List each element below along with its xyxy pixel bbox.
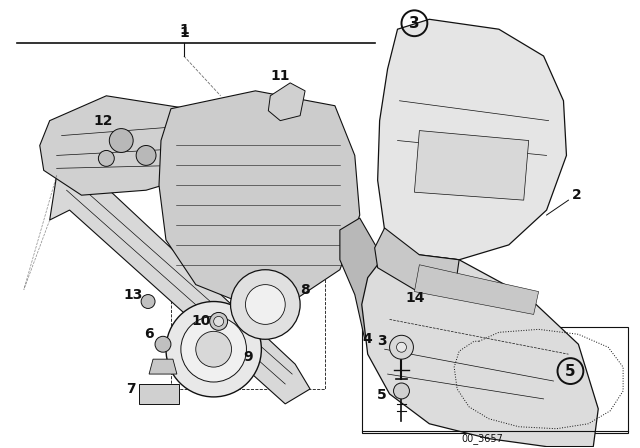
Circle shape	[397, 342, 406, 352]
Circle shape	[394, 383, 410, 399]
Circle shape	[210, 312, 228, 330]
Text: 1: 1	[179, 26, 189, 40]
Text: 8: 8	[300, 283, 310, 297]
Polygon shape	[268, 83, 305, 121]
Circle shape	[230, 270, 300, 339]
Text: 9: 9	[244, 350, 253, 364]
Polygon shape	[362, 255, 598, 447]
Circle shape	[214, 316, 223, 326]
Polygon shape	[40, 96, 216, 195]
Text: 3: 3	[377, 334, 387, 348]
Text: 6: 6	[144, 327, 154, 341]
Circle shape	[181, 316, 246, 382]
Polygon shape	[378, 19, 566, 260]
Text: 10: 10	[191, 314, 211, 328]
Polygon shape	[139, 384, 179, 404]
Polygon shape	[50, 162, 310, 404]
Text: 11: 11	[271, 69, 290, 83]
Circle shape	[166, 302, 261, 397]
Circle shape	[196, 332, 232, 367]
Text: 4: 4	[363, 332, 372, 346]
Text: 7: 7	[126, 382, 136, 396]
Bar	[362, 327, 628, 433]
Text: 3: 3	[409, 16, 420, 31]
Circle shape	[155, 336, 171, 352]
Text: 1: 1	[179, 23, 189, 37]
Text: 13: 13	[124, 288, 143, 302]
Text: 2: 2	[572, 188, 581, 202]
Circle shape	[246, 284, 285, 324]
Polygon shape	[159, 91, 360, 305]
Polygon shape	[149, 359, 177, 374]
Polygon shape	[374, 228, 459, 294]
Circle shape	[141, 294, 155, 309]
Text: 14: 14	[406, 291, 425, 305]
Text: 00_3657: 00_3657	[461, 433, 503, 444]
Text: 5: 5	[565, 364, 576, 379]
Circle shape	[99, 151, 115, 166]
Text: 5: 5	[377, 388, 387, 402]
Polygon shape	[340, 218, 394, 344]
Circle shape	[136, 146, 156, 165]
Bar	[171, 270, 325, 389]
Circle shape	[390, 335, 413, 359]
Text: 12: 12	[93, 114, 113, 128]
Polygon shape	[415, 265, 539, 314]
Circle shape	[109, 129, 133, 152]
Polygon shape	[415, 130, 529, 200]
